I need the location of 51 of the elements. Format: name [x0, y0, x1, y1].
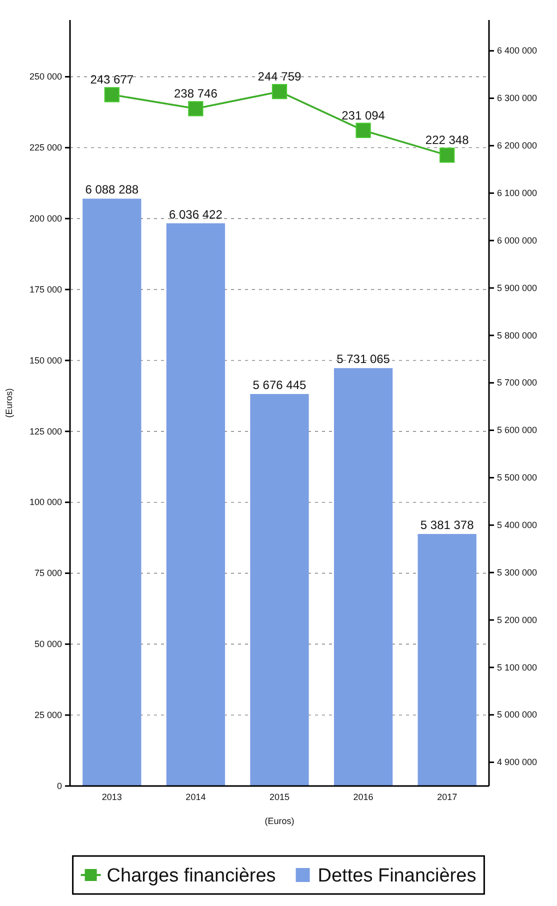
point: [356, 122, 371, 138]
y2-tick-label: 4 900 000: [497, 757, 538, 768]
y2-tick-label: 5 800 000: [497, 330, 538, 340]
point: [188, 101, 204, 116]
point: [440, 148, 455, 163]
y2-tick-label: 5 700 000: [497, 378, 538, 388]
data-label: 6 088 288: [85, 182, 139, 197]
y-tick-label: 200 000: [29, 213, 62, 224]
y2-tick-label: 6 200 000: [497, 140, 538, 151]
x-tick-label: 2016: [353, 792, 374, 802]
y-tick-label: 25 000: [34, 710, 62, 720]
y-tick-label: 250 000: [29, 72, 62, 82]
legend-label: Dettes Financières: [318, 866, 476, 887]
x-axis-title: (Euros): [264, 816, 294, 826]
x-tick-label: 2015: [269, 792, 290, 802]
y-tick-label: 50 000: [34, 639, 62, 650]
y2-tick-label: 6 000 000: [497, 235, 538, 246]
y-axis-title: (Euros): [4, 388, 14, 418]
point: [104, 87, 120, 102]
y2-tick-label: 5 300 000: [497, 567, 538, 578]
y-tick-label: 225 000: [29, 142, 62, 153]
y2-tick-label: 5 500 000: [497, 472, 538, 483]
data-label: 6 036 422: [169, 207, 223, 222]
data-label: 222 348: [425, 133, 470, 148]
data-label: 5 381 378: [420, 518, 474, 532]
point: [272, 84, 288, 100]
y2-tick-label: 5 600 000: [497, 425, 538, 436]
y-tick-label: 175 000: [29, 284, 62, 294]
y-tick-label: 0: [56, 780, 62, 791]
y-tick-label: 125 000: [29, 426, 62, 436]
y2-tick-label: 5 400 000: [497, 520, 538, 530]
data-label: 243 677: [90, 72, 134, 87]
y2-tick-label: 5 100 000: [497, 662, 538, 672]
y2-tick-label: 6 400 000: [497, 46, 538, 56]
x-tick-label: 2017: [437, 792, 458, 802]
y2-tick-label: 6 300 000: [497, 93, 538, 104]
y2-tick-label: 5 200 000: [497, 614, 538, 625]
y-tick-label: 75 000: [34, 568, 62, 578]
x-tick-label: 2014: [186, 792, 206, 802]
data-label: 231 094: [342, 108, 386, 122]
data-label: 5 731 065: [336, 352, 390, 366]
y2-tick-label: 5 000 000: [497, 710, 538, 720]
data-label: 244 759: [258, 70, 302, 84]
y2-tick-label: 5 900 000: [497, 282, 538, 293]
y-tick-label: 100 000: [29, 497, 62, 508]
data-label: 5 676 445: [252, 378, 307, 392]
x-tick-label: 2013: [102, 792, 122, 802]
y-tick-label: 150 000: [29, 355, 62, 366]
y2-tick-label: 6 100 000: [497, 188, 538, 198]
legend-label: Charges financières: [106, 866, 276, 887]
data-label: 238 746: [174, 86, 218, 101]
